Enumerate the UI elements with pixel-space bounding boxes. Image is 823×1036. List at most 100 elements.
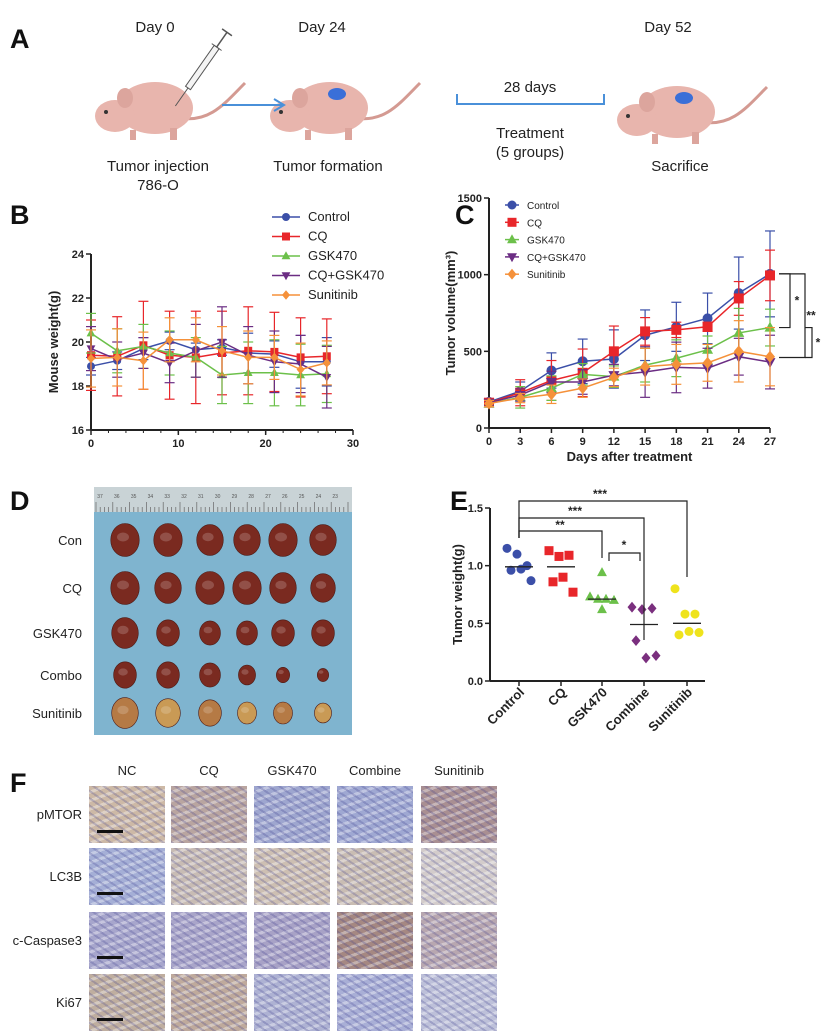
tumor-sample <box>110 523 140 557</box>
panel-f-labels: NC CQ GSK470 Combine Sunitinib pMTOR LC3B c-Cas… <box>13 763 484 1010</box>
row-label-cq: CQ <box>63 581 83 596</box>
scale-bar <box>97 1018 123 1021</box>
legend-marker <box>282 290 290 300</box>
x-axis-label: Days after treatment <box>567 449 693 464</box>
column-header-nc: NC <box>118 763 137 778</box>
tumor-highlight <box>240 626 250 634</box>
tumor-sample <box>110 571 140 605</box>
ruler-number: 33 <box>164 494 170 500</box>
x-tick-label: 24 <box>733 436 746 448</box>
row-label-gsk470: GSK470 <box>33 626 82 641</box>
group-cq <box>544 546 578 597</box>
tumor-sample <box>199 662 221 688</box>
mouse-leg <box>130 130 136 140</box>
data-point <box>564 550 574 560</box>
cell-line-caption: 786-O <box>137 177 179 194</box>
data-point <box>670 584 680 594</box>
tumor-highlight <box>202 532 214 542</box>
tumor-sample <box>311 619 335 647</box>
legend-marker <box>507 268 517 280</box>
data-point <box>113 352 122 363</box>
y-tick-label: 1000 <box>458 270 482 282</box>
ihc-image-tile <box>171 786 247 843</box>
data-point <box>640 360 651 373</box>
data-point <box>690 609 700 619</box>
tumor-sample <box>153 523 183 557</box>
data-point <box>694 628 704 638</box>
tumor-spot <box>328 88 346 100</box>
tumor-sample <box>156 619 180 647</box>
row-label-c-caspase3: c-Caspase3 <box>13 933 82 948</box>
ihc-image-tile <box>421 848 497 905</box>
data-point <box>641 652 651 664</box>
significance-label: * <box>816 336 821 350</box>
x-tick-label: Combine <box>602 685 652 735</box>
data-point <box>87 353 95 364</box>
tumor-sample <box>310 573 336 603</box>
data-point <box>637 604 647 615</box>
significance-label: ** <box>806 309 816 323</box>
data-point <box>544 546 554 556</box>
y-tick-label: 1.5 <box>468 503 483 515</box>
sacrifice-caption: Sacrifice <box>651 158 709 175</box>
tumor-sample <box>309 524 337 556</box>
ihc-image-tile <box>254 786 330 843</box>
data-point <box>671 324 682 335</box>
ihc-image-tile <box>337 848 413 905</box>
legend-marker <box>282 213 290 221</box>
data-point <box>322 358 331 368</box>
data-point <box>296 364 305 375</box>
tumor-sample <box>236 620 258 646</box>
ihc-image-tile <box>254 974 330 1031</box>
y-tick-label: 1.0 <box>468 561 483 573</box>
series-sunitinib <box>484 320 775 410</box>
tumor-sample <box>273 701 293 725</box>
data-point <box>608 346 619 357</box>
data-point <box>671 358 682 371</box>
significance-label: * <box>622 538 627 552</box>
series-gsk470 <box>483 307 776 409</box>
tumor-highlight <box>278 669 284 675</box>
legend-label: Sunitinib <box>308 287 358 302</box>
ihc-image-tile <box>89 912 165 969</box>
tumor-sample <box>238 664 256 686</box>
tumor-sample <box>237 701 257 725</box>
data-point <box>674 630 684 640</box>
x-tick-label: 21 <box>701 436 713 448</box>
tumor-highlight <box>160 706 172 714</box>
y-tick-label: 0 <box>476 423 482 435</box>
ruler-number: 26 <box>282 494 288 500</box>
tumor-highlight <box>315 581 327 589</box>
legend-marker <box>507 234 517 244</box>
series-line <box>90 344 327 359</box>
tumor-sample <box>314 702 332 724</box>
y-tick-label: 22 <box>72 293 84 305</box>
data-point <box>702 356 713 369</box>
data-point <box>733 293 744 304</box>
data-point <box>597 604 607 614</box>
row-label-combo: Combo <box>40 668 82 683</box>
y-tick-label: 1500 <box>458 193 482 205</box>
legend-marker <box>507 200 517 210</box>
tumor-highlight <box>275 580 287 590</box>
significance-label: ** <box>555 518 565 532</box>
data-point <box>165 335 174 345</box>
syringe-icon <box>174 28 233 107</box>
group-combine <box>627 601 661 664</box>
panel-label-c: C <box>455 200 475 230</box>
y-axis-label: Tumor weight(g) <box>450 544 465 645</box>
x-tick-label: 20 <box>260 438 272 450</box>
mouse-icon <box>617 85 769 144</box>
data-point <box>191 335 200 345</box>
data-point <box>558 572 568 582</box>
tumor-highlight <box>117 580 129 590</box>
y-tick-label: 0.0 <box>468 676 483 688</box>
group-sunitinib <box>670 584 704 640</box>
data-point <box>702 321 713 332</box>
tumor-highlight <box>117 625 129 635</box>
legend-marker <box>281 272 291 281</box>
ihc-image-tile <box>171 912 247 969</box>
column-header-combine: Combine <box>349 763 401 778</box>
y-tick-label: 16 <box>72 425 84 437</box>
